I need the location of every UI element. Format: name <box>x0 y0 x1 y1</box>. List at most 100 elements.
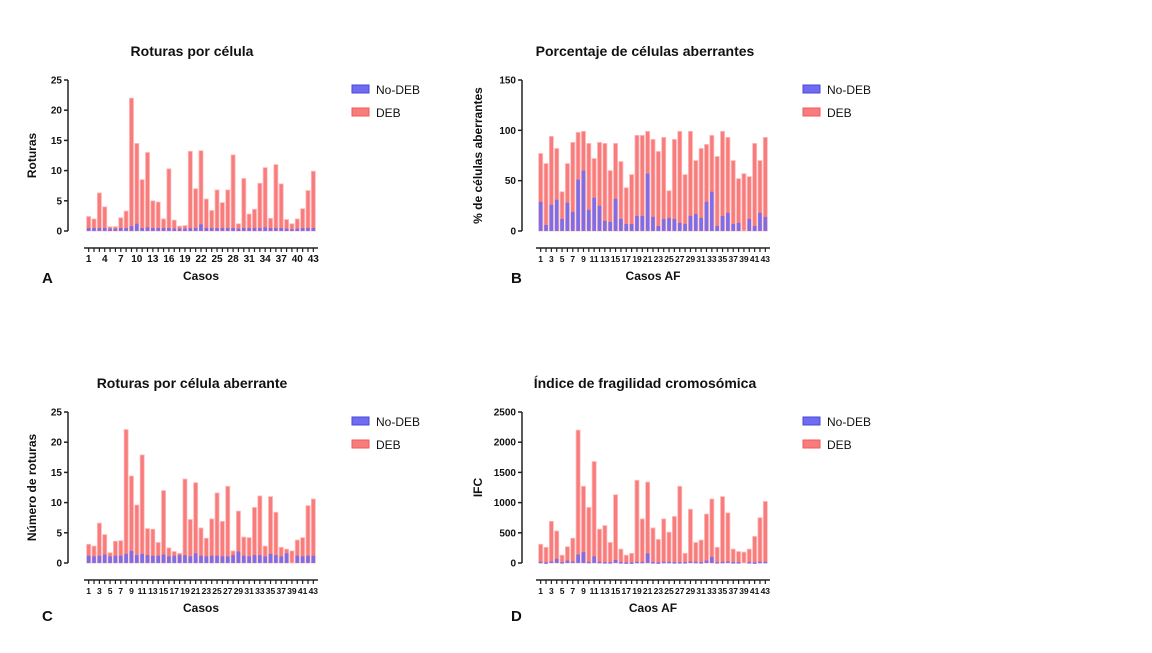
x-tick-label: 16 <box>163 254 175 265</box>
bar-no-deb <box>183 555 187 563</box>
bar-deb <box>655 539 661 564</box>
x-tick-label: 34 <box>260 254 272 265</box>
bar-no-deb <box>677 562 682 564</box>
legend-label: No-DEB <box>827 83 871 97</box>
bar-no-deb <box>306 227 310 231</box>
bar-deb <box>145 152 150 232</box>
y-tick-label: 0 <box>56 559 62 570</box>
panel-letter: B <box>511 270 522 287</box>
x-tick-label: 13 <box>600 254 610 264</box>
bar-no-deb <box>188 556 193 563</box>
bar-deb <box>203 198 209 232</box>
bar-no-deb <box>726 212 730 231</box>
bar-no-deb <box>167 556 171 563</box>
x-tick-label: 9 <box>129 586 134 596</box>
chart-panel-a: Roturas por célula 0 5 10 15 20 25 Roturas 1 4 7 10… <box>25 43 420 287</box>
bar-deb <box>543 546 549 564</box>
bar-deb <box>273 164 279 232</box>
bar-no-deb <box>134 223 139 231</box>
bar-deb <box>677 485 683 564</box>
bar-no-deb <box>736 222 741 231</box>
bar-no-deb <box>215 555 219 563</box>
x-tick-label: 27 <box>675 586 685 596</box>
bar-no-deb <box>252 227 257 231</box>
bar-deb <box>671 516 677 564</box>
bar-no-deb <box>231 227 235 231</box>
bar-no-deb <box>581 552 586 563</box>
bar-deb <box>214 189 220 232</box>
bar-deb <box>720 496 725 564</box>
legend: No-DEB DEB <box>802 415 871 452</box>
x-tick-label: 21 <box>643 254 653 264</box>
x-tick-label: 25 <box>664 254 674 264</box>
bar-deb <box>252 507 257 564</box>
bar-deb <box>214 492 220 564</box>
bar-no-deb <box>274 555 278 563</box>
bar-no-deb <box>597 205 602 231</box>
legend-swatch-deb <box>351 439 370 449</box>
bar-no-deb <box>295 555 300 563</box>
bar-deb <box>139 179 145 232</box>
bar-no-deb <box>672 218 677 231</box>
bar-deb <box>129 475 134 564</box>
x-axis-label: Casos <box>183 601 219 615</box>
bar-deb <box>564 546 570 564</box>
bar-no-deb <box>549 204 554 231</box>
x-tick-label: 3 <box>97 586 102 596</box>
bar-deb <box>709 498 715 564</box>
bar-deb <box>634 479 640 564</box>
bar-deb <box>661 136 667 232</box>
bar-deb <box>693 542 699 564</box>
bar-no-deb <box>102 227 107 231</box>
bar-deb <box>300 208 306 232</box>
bar-no-deb <box>667 561 671 564</box>
x-tick-label: 29 <box>686 254 696 264</box>
x-tick-label: 4 <box>102 254 108 265</box>
bar-no-deb <box>220 227 225 231</box>
bar-deb <box>752 143 758 232</box>
bar-deb <box>671 138 677 232</box>
y-tick-label: 25 <box>51 408 63 419</box>
bar-no-deb <box>672 562 677 564</box>
panel-letter: A <box>42 270 53 287</box>
legend-label: No-DEB <box>376 415 420 429</box>
bar-no-deb <box>236 551 241 563</box>
bar-no-deb <box>124 227 128 231</box>
bar-deb <box>198 150 204 232</box>
x-tick-label: 11 <box>590 586 599 596</box>
y-tick-label: 1500 <box>494 468 517 479</box>
bar-deb <box>305 190 311 232</box>
bar-no-deb <box>284 553 289 563</box>
bar-no-deb <box>603 220 607 231</box>
bar-no-deb <box>118 227 123 231</box>
bar-no-deb <box>113 555 118 563</box>
bar-deb <box>219 202 225 232</box>
bar-deb <box>310 498 316 564</box>
bar-no-deb <box>225 227 230 231</box>
x-tick-label: 17 <box>622 586 632 596</box>
legend-swatch-no-deb <box>802 84 821 94</box>
bar-no-deb <box>306 555 310 563</box>
x-axis-label: Caos AF <box>629 601 677 615</box>
chart-title: Roturas por célula aberrante <box>97 375 288 391</box>
bar-no-deb <box>145 227 150 231</box>
bar-no-deb <box>199 555 203 563</box>
bar-deb <box>570 537 576 564</box>
y-tick-label: 15 <box>51 468 63 479</box>
bar-no-deb <box>619 218 623 231</box>
bar-no-deb <box>688 561 693 563</box>
bar-deb <box>139 454 145 564</box>
x-axis-label: Casos AF <box>626 269 681 283</box>
bar-no-deb <box>129 226 134 231</box>
x-tick-label: 9 <box>581 254 586 264</box>
bar-no-deb <box>629 223 634 231</box>
legend: No-DEB DEB <box>351 83 420 120</box>
x-tick-label: 43 <box>309 586 319 596</box>
bar-no-deb <box>763 561 768 564</box>
y-tick-label: 0 <box>510 559 516 570</box>
bar-no-deb <box>693 213 698 231</box>
bar-deb <box>714 156 720 232</box>
bar-deb <box>650 527 656 564</box>
bar-no-deb <box>236 228 241 231</box>
bar-no-deb <box>683 223 687 231</box>
